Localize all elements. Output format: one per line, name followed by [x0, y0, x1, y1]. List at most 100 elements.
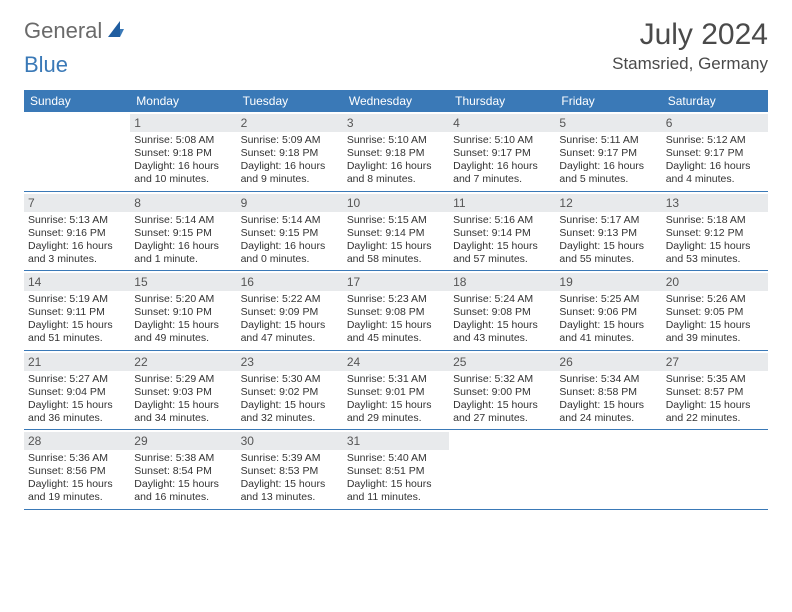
logo-text-2: Blue [24, 52, 68, 77]
day-number: 19 [555, 273, 661, 291]
sunset-text: Sunset: 9:09 PM [241, 306, 339, 319]
daylight-text-2: and 24 minutes. [559, 412, 657, 425]
day-number: 21 [24, 353, 130, 371]
day-info: Sunrise: 5:16 AMSunset: 9:14 PMDaylight:… [453, 214, 551, 267]
day-cell: 17Sunrise: 5:23 AMSunset: 9:08 PMDayligh… [343, 271, 449, 350]
sunrise-text: Sunrise: 5:38 AM [134, 452, 232, 465]
day-info: Sunrise: 5:08 AMSunset: 9:18 PMDaylight:… [134, 134, 232, 187]
sunrise-text: Sunrise: 5:39 AM [241, 452, 339, 465]
day-info: Sunrise: 5:38 AMSunset: 8:54 PMDaylight:… [134, 452, 232, 505]
sunset-text: Sunset: 9:08 PM [347, 306, 445, 319]
sunset-text: Sunset: 9:14 PM [453, 227, 551, 240]
day-cell: 18Sunrise: 5:24 AMSunset: 9:08 PMDayligh… [449, 271, 555, 350]
daylight-text-1: Daylight: 15 hours [241, 478, 339, 491]
day-number: 24 [343, 353, 449, 371]
sunset-text: Sunset: 9:12 PM [666, 227, 764, 240]
day-number: 16 [237, 273, 343, 291]
day-number: 20 [662, 273, 768, 291]
daylight-text-1: Daylight: 15 hours [347, 478, 445, 491]
daylight-text-2: and 36 minutes. [28, 412, 126, 425]
day-number: 9 [237, 194, 343, 212]
week-row: 1Sunrise: 5:08 AMSunset: 9:18 PMDaylight… [24, 112, 768, 192]
sunrise-text: Sunrise: 5:30 AM [241, 373, 339, 386]
month-title: July 2024 [612, 18, 768, 52]
sunrise-text: Sunrise: 5:17 AM [559, 214, 657, 227]
sunrise-text: Sunrise: 5:36 AM [28, 452, 126, 465]
day-cell: 24 Sunrise: 5:31 AMSunset: 9:01 PMDayligh… [343, 351, 449, 430]
day-number: 5 [555, 114, 661, 132]
sunrise-text: Sunrise: 5:40 AM [347, 452, 445, 465]
daylight-text-1: Daylight: 15 hours [559, 319, 657, 332]
sunrise-text: Sunrise: 5:34 AM [559, 373, 657, 386]
day-info: Sunrise: 5:26 AMSunset: 9:05 PMDaylight:… [666, 293, 764, 346]
daylight-text-2: and 39 minutes. [666, 332, 764, 345]
day-info: Sunrise: 5:15 AMSunset: 9:14 PMDaylight:… [347, 214, 445, 267]
day-cell: 7Sunrise: 5:13 AMSunset: 9:16 PMDaylight… [24, 192, 130, 271]
day-number: 6 [662, 114, 768, 132]
daylight-text-2: and 29 minutes. [347, 412, 445, 425]
day-info: Sunrise: 5:31 AMSunset: 9:01 PMDaylight:… [347, 373, 445, 426]
calendar-page: General July 2024 Stamsried, Germany Blu… [0, 0, 792, 528]
day-cell: 26Sunrise: 5:34 AMSunset: 8:58 PMDayligh… [555, 351, 661, 430]
daylight-text-2: and 45 minutes. [347, 332, 445, 345]
day-cell [449, 430, 555, 509]
day-info: Sunrise: 5:18 AMSunset: 9:12 PMDaylight:… [666, 214, 764, 267]
week-row: 14Sunrise: 5:19 AMSunset: 9:11 PMDayligh… [24, 271, 768, 351]
day-info: Sunrise: 5:39 AMSunset: 8:53 PMDaylight:… [241, 452, 339, 505]
day-info: Sunrise: 5:27 AMSunset: 9:04 PMDaylight:… [28, 373, 126, 426]
daylight-text-1: Daylight: 15 hours [241, 319, 339, 332]
day-number: 31 [343, 432, 449, 450]
day-number: 3 [343, 114, 449, 132]
day-number: 11 [449, 194, 555, 212]
sunset-text: Sunset: 9:01 PM [347, 386, 445, 399]
sunset-text: Sunset: 9:18 PM [134, 147, 232, 160]
day-info: Sunrise: 5:14 AMSunset: 9:15 PMDaylight:… [134, 214, 232, 267]
sunrise-text: Sunrise: 5:25 AM [559, 293, 657, 306]
sunrise-text: Sunrise: 5:19 AM [28, 293, 126, 306]
daylight-text-1: Daylight: 16 hours [559, 160, 657, 173]
day-info: Sunrise: 5:32 AMSunset: 9:00 PMDaylight:… [453, 373, 551, 426]
daylight-text-2: and 47 minutes. [241, 332, 339, 345]
sunset-text: Sunset: 9:17 PM [559, 147, 657, 160]
sunrise-text: Sunrise: 5:31 AM [347, 373, 445, 386]
day-cell: 16Sunrise: 5:22 AMSunset: 9:09 PMDayligh… [237, 271, 343, 350]
weekday-header: Wednesday [343, 90, 449, 112]
day-cell: 8Sunrise: 5:14 AMSunset: 9:15 PMDaylight… [130, 192, 236, 271]
daylight-text-2: and 51 minutes. [28, 332, 126, 345]
sunrise-text: Sunrise: 5:26 AM [666, 293, 764, 306]
daylight-text-2: and 57 minutes. [453, 253, 551, 266]
day-cell: 5 Sunrise: 5:11 AMSunset: 9:17 PMDaylight… [555, 112, 661, 191]
sunset-text: Sunset: 9:17 PM [666, 147, 764, 160]
sunset-text: Sunset: 9:05 PM [666, 306, 764, 319]
sunset-text: Sunset: 9:02 PM [241, 386, 339, 399]
day-info: Sunrise: 5:14 AMSunset: 9:15 PMDaylight:… [241, 214, 339, 267]
weekday-header: Friday [555, 90, 661, 112]
sunrise-text: Sunrise: 5:27 AM [28, 373, 126, 386]
day-cell: 15Sunrise: 5:20 AMSunset: 9:10 PMDayligh… [130, 271, 236, 350]
daylight-text-1: Daylight: 15 hours [453, 319, 551, 332]
day-info: Sunrise: 5:11 AMSunset: 9:17 PMDaylight:… [559, 134, 657, 187]
day-number: 29 [130, 432, 236, 450]
day-cell: 1Sunrise: 5:08 AMSunset: 9:18 PMDaylight… [130, 112, 236, 191]
weekday-header: Monday [130, 90, 236, 112]
daylight-text-1: Daylight: 15 hours [134, 319, 232, 332]
day-info: Sunrise: 5:20 AMSunset: 9:10 PMDaylight:… [134, 293, 232, 346]
daylight-text-1: Daylight: 15 hours [666, 240, 764, 253]
daylight-text-2: and 27 minutes. [453, 412, 551, 425]
daylight-text-1: Daylight: 15 hours [241, 399, 339, 412]
sunrise-text: Sunrise: 5:35 AM [666, 373, 764, 386]
day-cell: 21 Sunrise: 5:27 AMSunset: 9:04 PMDayligh… [24, 351, 130, 430]
day-number: 18 [449, 273, 555, 291]
daylight-text-2: and 55 minutes. [559, 253, 657, 266]
day-info: Sunrise: 5:13 AMSunset: 9:16 PMDaylight:… [28, 214, 126, 267]
day-cell: 29 Sunrise: 5:38 AMSunset: 8:54 PMDayligh… [130, 430, 236, 509]
daylight-text-2: and 49 minutes. [134, 332, 232, 345]
daylight-text-1: Daylight: 15 hours [134, 478, 232, 491]
day-number: 13 [662, 194, 768, 212]
week-row: 21 Sunrise: 5:27 AMSunset: 9:04 PMDayligh… [24, 351, 768, 431]
day-cell: 10Sunrise: 5:15 AMSunset: 9:14 PMDayligh… [343, 192, 449, 271]
daylight-text-2: and 34 minutes. [134, 412, 232, 425]
sunrise-text: Sunrise: 5:14 AM [134, 214, 232, 227]
daylight-text-1: Daylight: 15 hours [347, 399, 445, 412]
weekday-header-row: SundayMondayTuesdayWednesdayThursdayFrid… [24, 90, 768, 112]
